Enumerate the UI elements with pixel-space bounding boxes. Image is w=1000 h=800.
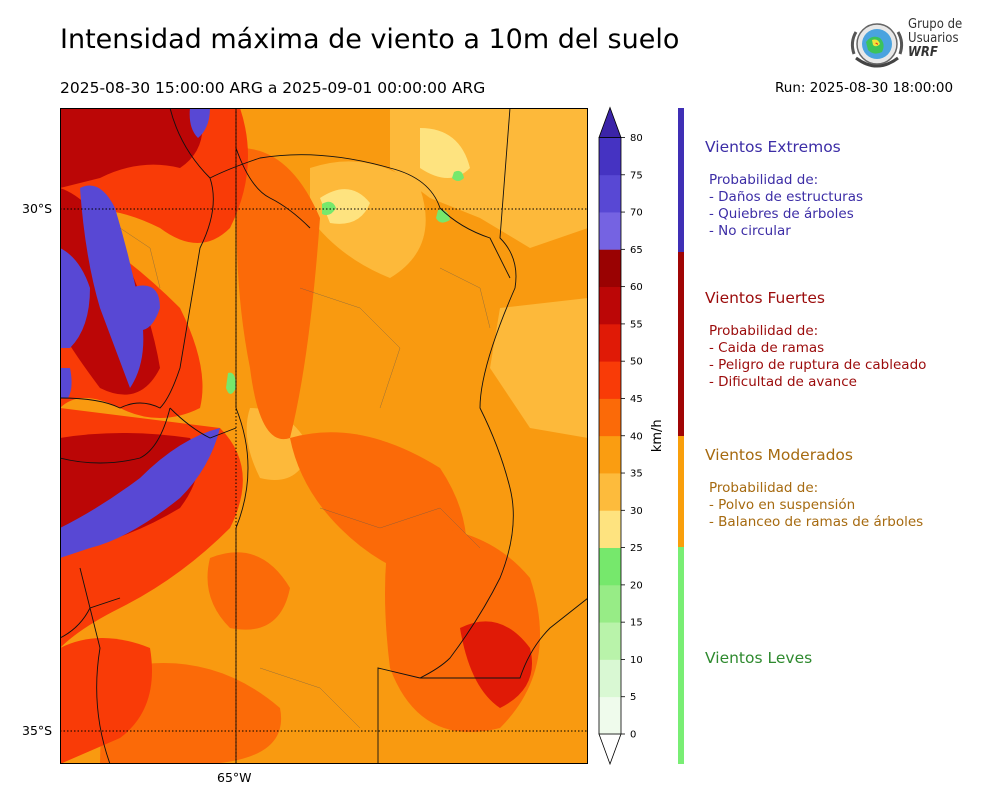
colorbar-tick-label: 0 [630,730,636,741]
wind-zone-purple [130,285,160,331]
wind-zone-yellow [420,128,470,178]
colorbar: 0 5 10 15 20 25 30 35 40 45 50 55 60 65 70 75 80 km/h [596,104,666,774]
legend-category-desc-line: Probabilidad de: [709,480,819,496]
colorbar-tick-label: 20 [630,580,643,591]
colorbar-segment [599,286,621,325]
colorbar-tick-label: 25 [630,543,643,554]
legend-color-bar [678,108,684,252]
logo-text: Grupo de Usuarios WRF [908,18,962,60]
colorbar-tick-label: 30 [630,506,643,517]
colorbar-segment [599,137,621,176]
grupo-usuarios-wrf-logo: Grupo de Usuarios WRF [848,16,968,72]
wind-zone-dark-red [60,108,203,188]
colorbar-over-arrow [598,106,622,138]
run-time: Run: 2025-08-30 18:00:00 [775,80,954,96]
colorbar-segment [599,622,621,660]
wind-zone-green [452,170,464,181]
logo-line-wrf: WRF [908,45,938,60]
colorbar-tick-label: 50 [630,357,643,368]
colorbar-unit-label: km/h [650,419,665,452]
colorbar-tick-label: 55 [630,319,643,330]
legend-category-title: Vientos Fuertes [705,289,825,307]
legend-category-desc-line: - Caida de ramas [709,340,825,356]
wind-intensity-map[interactable] [60,108,588,764]
colorbar-under-arrow [598,733,622,766]
wind-zone-purple [60,368,72,398]
valid-period: 2025-08-30 15:00:00 ARG a 2025-09-01 00:… [60,79,486,97]
colorbar-segment [599,510,621,548]
wind-zone-light [490,298,588,438]
colorbar-segment [599,212,621,250]
colorbar-tick-label: 60 [630,282,643,293]
logo-line-2: Usuarios [908,31,959,46]
wind-zone-orange-red [207,552,290,630]
map-frame [60,108,588,764]
legend-category-title: Vientos Moderados [705,446,853,464]
legend-category-desc-line: Probabilidad de: [709,323,819,339]
legend-category-desc-line: - Quiebres de árboles [709,206,854,222]
colorbar-tick-label: 80 [630,133,643,144]
legend-category-desc-line: - Peligro de ruptura de cableado [709,357,927,373]
colorbar-segment [599,249,621,288]
wind-zone-dark-red [460,621,532,708]
legend-category-desc-line: - Balanceo de ramas de árboles [709,514,924,530]
colorbar-svg: 0 5 10 15 20 25 30 35 40 45 50 55 60 65 70 75 80 km/h [598,106,665,766]
colorbar-tick-label: 5 [630,692,636,703]
legend-category-desc-line: Probabilidad de: [709,172,819,188]
colorbar-segment [599,174,621,213]
colorbar-tick-label: 40 [630,431,643,442]
colorbar-segment [599,584,621,623]
wind-zone-green [322,201,336,216]
colorbar-tick-label: 10 [630,655,643,666]
colorbar-segment [599,435,621,474]
colorbar-tick-label: 65 [630,245,643,256]
colorbar-segment [599,361,621,399]
legend-category-title: Vientos Extremos [705,138,841,156]
legend-category-title: Vientos Leves [705,649,813,667]
colorbar-segment [599,473,621,511]
wind-zone-purple [189,108,210,138]
legend-category-desc-line: - Polvo en suspensión [709,497,856,513]
colorbar-tick-label: 45 [630,394,643,405]
lat-label-35s: 35°S [22,723,53,738]
colorbar-segment [599,398,621,437]
legend-color-bar [678,547,684,764]
wind-zone-orange-red [236,148,320,440]
department-borders [119,227,491,729]
wind-zone-purple [60,248,90,348]
colorbar-segment [599,547,621,586]
legend-color-bar [678,436,684,547]
colorbar-tick-label: 70 [630,208,643,219]
wind-zone-yellow [320,189,370,224]
colorbar-segment [599,323,621,362]
legend-category-desc-line: - No circular [709,223,791,239]
wind-zone-light [246,408,310,480]
wind-zone-red [60,638,152,764]
legend-category-desc-line: - Daños de estructuras [709,189,864,205]
province-borders [60,108,588,764]
legend-color-bar [678,252,684,436]
lon-label-65w: 65°W [217,770,252,785]
colorbar-tick-label: 35 [630,469,643,480]
globe-logo-icon [850,23,904,68]
colorbar-segment [599,696,621,735]
wind-zone-green [226,372,236,394]
map-title: Intensidad máxima de viento a 10m del su… [60,24,680,55]
colorbar-tick-label: 75 [630,170,643,181]
wind-zone-purple [60,428,220,558]
logo-line-1: Grupo de [908,17,963,32]
legend-category-desc-line: - Dificultad de avance [709,374,857,390]
wind-zone-green [436,209,450,223]
lat-label-30s: 30°S [22,201,53,216]
wind-field-svg [60,108,588,764]
colorbar-segment [599,659,621,698]
colorbar-tick-label: 15 [630,618,643,629]
wind-zone-purple [80,185,144,388]
